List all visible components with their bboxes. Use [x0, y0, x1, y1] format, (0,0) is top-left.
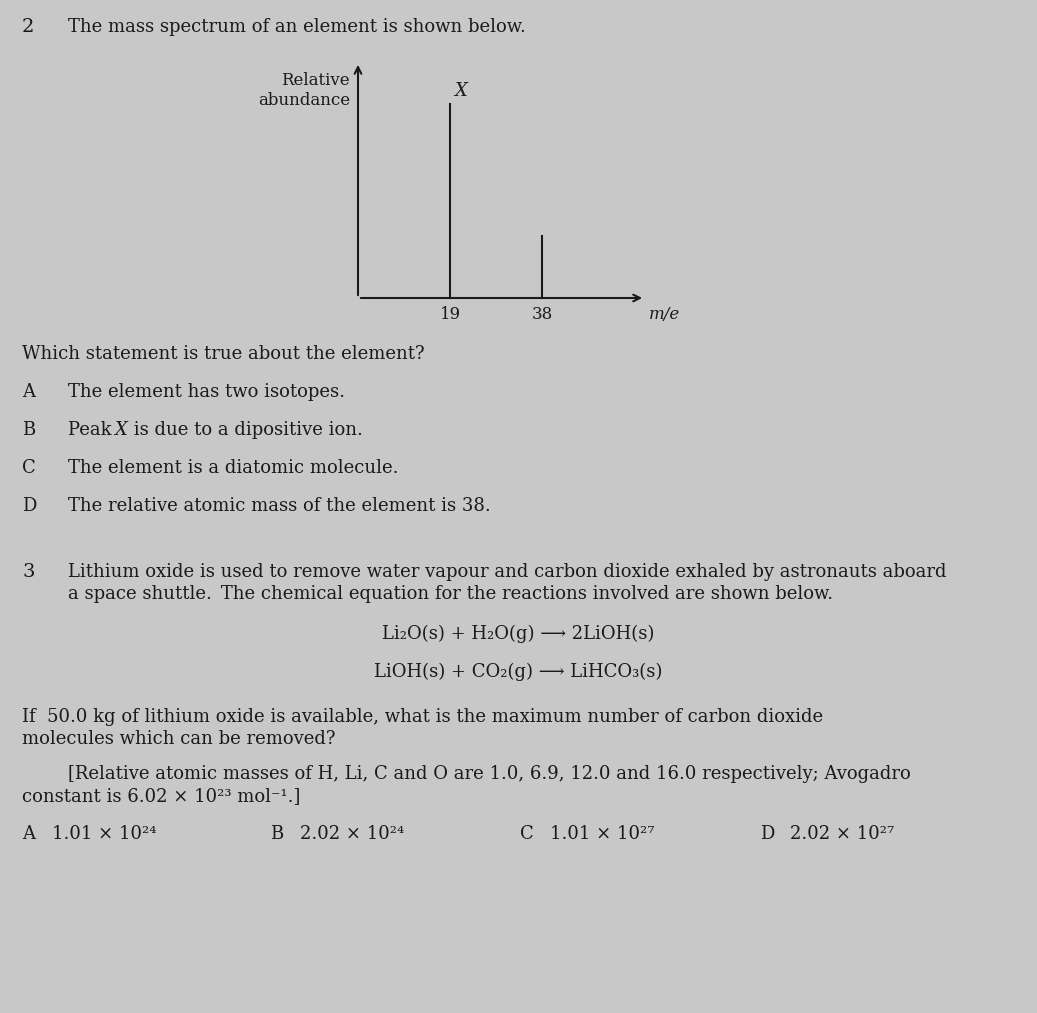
Text: 19: 19 [440, 306, 460, 323]
Text: [Relative atomic masses of H, Li, C and O are 1.0, 6.9, 12.0 and 16.0 respective: [Relative atomic masses of H, Li, C and … [68, 765, 910, 783]
Text: X: X [454, 81, 467, 99]
Text: a space shuttle. The chemical equation for the reactions involved are shown belo: a space shuttle. The chemical equation f… [68, 585, 833, 603]
Text: B: B [270, 825, 283, 843]
Text: B: B [22, 421, 35, 439]
Text: 2: 2 [22, 18, 34, 36]
Text: molecules which can be removed?: molecules which can be removed? [22, 730, 336, 748]
Text: Peak: Peak [68, 421, 117, 439]
Text: A: A [22, 825, 35, 843]
Text: D: D [760, 825, 775, 843]
Text: X: X [114, 421, 127, 439]
Text: C: C [520, 825, 534, 843]
Text: The mass spectrum of an element is shown below.: The mass spectrum of an element is shown… [68, 18, 526, 36]
Text: If  50.0 kg of lithium oxide is available, what is the maximum number of carbon : If 50.0 kg of lithium oxide is available… [22, 708, 823, 726]
Text: is due to a dipositive ion.: is due to a dipositive ion. [128, 421, 363, 439]
Text: 38: 38 [532, 306, 553, 323]
Text: abundance: abundance [258, 92, 351, 109]
Text: The element has two isotopes.: The element has two isotopes. [68, 383, 345, 401]
Text: The relative atomic mass of the element is 38.: The relative atomic mass of the element … [68, 497, 491, 515]
Text: Relative: Relative [281, 72, 351, 89]
Text: m/e: m/e [649, 306, 680, 323]
Text: 1.01 × 10²⁷: 1.01 × 10²⁷ [550, 825, 654, 843]
Text: 3: 3 [22, 563, 34, 581]
Text: 1.01 × 10²⁴: 1.01 × 10²⁴ [52, 825, 157, 843]
Text: Lithium oxide is used to remove water vapour and carbon dioxide exhaled by astro: Lithium oxide is used to remove water va… [68, 563, 947, 581]
Text: Li₂O(s) + H₂O(g) ⟶ 2LiOH(s): Li₂O(s) + H₂O(g) ⟶ 2LiOH(s) [382, 625, 654, 643]
Text: C: C [22, 459, 35, 477]
Text: The element is a diatomic molecule.: The element is a diatomic molecule. [68, 459, 398, 477]
Text: 2.02 × 10²⁷: 2.02 × 10²⁷ [790, 825, 894, 843]
Text: A: A [22, 383, 35, 401]
Text: Which statement is true about the element?: Which statement is true about the elemen… [22, 345, 424, 363]
Text: LiOH(s) + CO₂(g) ⟶ LiHCO₃(s): LiOH(s) + CO₂(g) ⟶ LiHCO₃(s) [373, 663, 663, 682]
Text: constant is 6.02 × 10²³ mol⁻¹.]: constant is 6.02 × 10²³ mol⁻¹.] [22, 787, 301, 805]
Text: 2.02 × 10²⁴: 2.02 × 10²⁴ [300, 825, 404, 843]
Text: D: D [22, 497, 36, 515]
